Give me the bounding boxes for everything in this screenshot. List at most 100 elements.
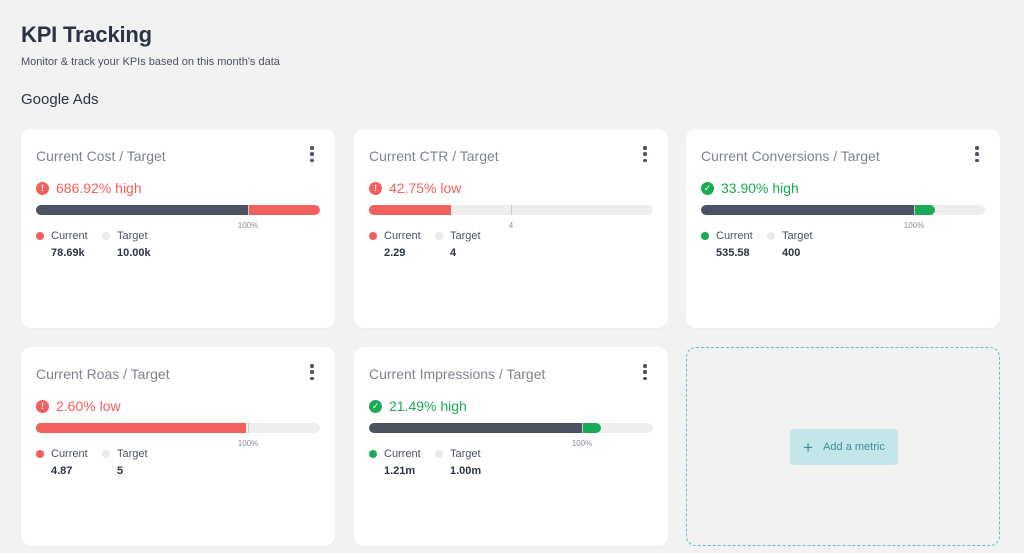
kpi-status-text: 21.49% high xyxy=(389,398,467,414)
kpi-card-title: Current Cost / Target xyxy=(36,148,166,164)
kpi-status-text: 2.60% low xyxy=(56,398,121,414)
target-dot-icon xyxy=(767,232,775,240)
more-options-icon[interactable] xyxy=(305,144,319,164)
kpi-progress-bar xyxy=(369,423,653,433)
section-title: Google Ads xyxy=(21,91,99,108)
kpi-card: Current Impressions / Target ✓ 21.49% hi… xyxy=(354,347,668,546)
more-options-icon[interactable] xyxy=(305,362,319,382)
kpi-legend: Current Target xyxy=(369,230,481,242)
current-value: 4.87 xyxy=(51,465,73,477)
target-dot-icon xyxy=(435,450,443,458)
kpi-status-text: 42.75% low xyxy=(389,180,462,196)
add-metric-button[interactable]: + Add a metric xyxy=(790,429,898,465)
target-dot-icon xyxy=(102,450,110,458)
kpi-progress-bar xyxy=(36,205,320,215)
check-icon: ✓ xyxy=(701,181,714,195)
progress-fill-over xyxy=(914,205,935,215)
target-marker xyxy=(248,423,249,433)
more-options-icon[interactable] xyxy=(638,144,652,164)
legend-current-label: Current xyxy=(51,230,88,242)
kpi-status: ✓ 21.49% high xyxy=(369,398,467,414)
legend-target-label: Target xyxy=(450,448,481,460)
progress-fill-base xyxy=(701,205,914,215)
progress-fill-base xyxy=(36,205,248,215)
current-value: 78.69k xyxy=(51,247,85,259)
kpi-status: ! 686.92% high xyxy=(36,180,142,196)
kpi-status: ✓ 33.90% high xyxy=(701,180,799,196)
current-dot-icon xyxy=(36,450,44,458)
kpi-legend: Current Target xyxy=(36,230,148,242)
target-marker xyxy=(248,205,249,215)
target-marker-label: 100% xyxy=(571,439,593,448)
kpi-values: 4.87 5 xyxy=(51,465,123,477)
current-dot-icon xyxy=(701,232,709,240)
alert-icon: ! xyxy=(36,181,49,195)
kpi-legend: Current Target xyxy=(36,448,148,460)
target-marker xyxy=(914,205,915,215)
legend-target: Target xyxy=(767,230,813,242)
plus-icon: + xyxy=(803,437,814,457)
legend-target-label: Target xyxy=(117,448,148,460)
legend-current: Current xyxy=(701,230,767,242)
more-options-icon[interactable] xyxy=(970,144,984,164)
target-marker-label: 100% xyxy=(903,221,925,230)
kpi-status: ! 2.60% low xyxy=(36,398,121,414)
alert-icon: ! xyxy=(36,399,49,413)
legend-current-label: Current xyxy=(384,230,421,242)
alert-icon: ! xyxy=(369,181,382,195)
kpi-status: ! 42.75% low xyxy=(369,180,461,196)
target-marker xyxy=(511,205,512,215)
current-dot-icon xyxy=(369,232,377,240)
current-value: 535.58 xyxy=(716,247,750,259)
target-marker xyxy=(582,423,583,433)
target-value: 400 xyxy=(782,247,801,259)
legend-current-label: Current xyxy=(51,448,88,460)
current-dot-icon xyxy=(36,232,44,240)
target-value: 1.00m xyxy=(450,465,482,477)
page-subtitle: Monitor & track your KPIs based on this … xyxy=(21,56,280,68)
current-value: 1.21m xyxy=(384,465,416,477)
kpi-card: Current Conversions / Target ✓ 33.90% hi… xyxy=(686,129,1000,328)
target-value: 5 xyxy=(117,465,124,477)
check-icon: ✓ xyxy=(369,399,382,413)
kpi-card: Current CTR / Target ! 42.75% low 4 Curr… xyxy=(354,129,668,328)
legend-target: Target xyxy=(102,230,148,242)
current-dot-icon xyxy=(369,450,377,458)
kpi-status-text: 686.92% high xyxy=(56,180,142,196)
legend-target-label: Target xyxy=(117,230,148,242)
page-title: KPI Tracking xyxy=(21,22,152,47)
kpi-card-title: Current CTR / Target xyxy=(369,148,499,164)
legend-current: Current xyxy=(369,230,435,242)
add-metric-card[interactable]: + Add a metric xyxy=(686,347,1000,546)
kpi-card-title: Current Roas / Target xyxy=(36,366,170,382)
kpi-status-text: 33.90% high xyxy=(721,180,799,196)
kpi-values: 78.69k 10.00k xyxy=(51,247,151,259)
kpi-progress-bar xyxy=(369,205,653,215)
target-marker-label: 100% xyxy=(237,221,259,230)
legend-current: Current xyxy=(36,230,102,242)
legend-current: Current xyxy=(369,448,435,460)
progress-fill-base xyxy=(369,423,582,433)
target-dot-icon xyxy=(102,232,110,240)
legend-current-label: Current xyxy=(716,230,753,242)
target-marker-label: 4 xyxy=(508,221,514,230)
legend-target: Target xyxy=(102,448,148,460)
kpi-values: 535.58 400 xyxy=(716,247,800,259)
kpi-progress-bar xyxy=(701,205,985,215)
progress-fill-over xyxy=(582,423,601,433)
legend-current: Current xyxy=(36,448,102,460)
current-value: 2.29 xyxy=(384,247,406,259)
kpi-progress-bar xyxy=(36,423,320,433)
kpi-card: Current Roas / Target ! 2.60% low 100% C… xyxy=(21,347,335,546)
legend-target-label: Target xyxy=(782,230,813,242)
add-metric-label: Add a metric xyxy=(823,441,885,453)
target-value: 10.00k xyxy=(117,247,151,259)
kpi-values: 2.29 4 xyxy=(384,247,456,259)
legend-target-label: Target xyxy=(450,230,481,242)
more-options-icon[interactable] xyxy=(638,362,652,382)
target-marker-label: 100% xyxy=(237,439,259,448)
kpi-card: Current Cost / Target ! 686.92% high 100… xyxy=(21,129,335,328)
kpi-card-title: Current Impressions / Target xyxy=(369,366,546,382)
kpi-values: 1.21m 1.00m xyxy=(384,465,481,477)
kpi-card-title: Current Conversions / Target xyxy=(701,148,880,164)
